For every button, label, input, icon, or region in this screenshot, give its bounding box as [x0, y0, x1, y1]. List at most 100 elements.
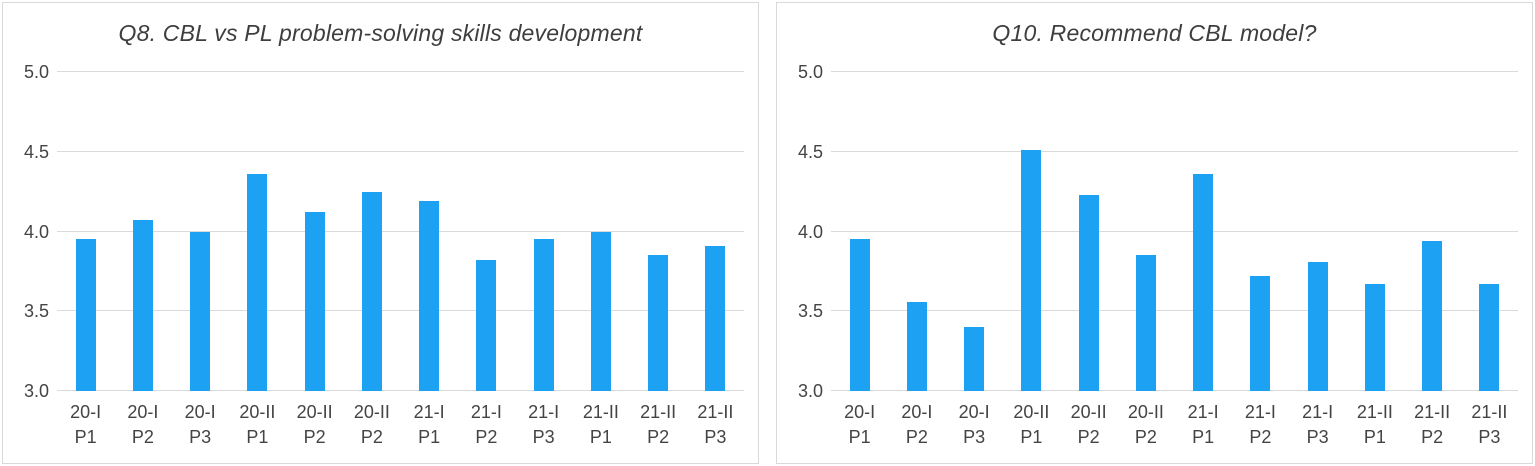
- chart-body-q10: 3.0 3.5 4.0 4.5 5.0: [777, 63, 1532, 400]
- bar-slot: [687, 72, 744, 391]
- chart-panel-q10: Q10. Recommend CBL model? 3.0 3.5 4.0 4.5 5.…: [776, 2, 1533, 464]
- x-tick-label: 20-II P1: [1013, 402, 1050, 448]
- gridline: [57, 310, 744, 312]
- bar-21-ii-p3: [705, 245, 726, 391]
- bar-slot: [1003, 72, 1060, 391]
- x-tick-label: 20-II P2: [353, 402, 390, 448]
- bar-21-i-p1: [419, 201, 440, 391]
- bar-21-ii-p2: [1422, 241, 1443, 391]
- x-axis: 20-I P1 20-I P2 20-I P3 20-II P1 20-II P2 20-II P2 2…: [57, 400, 744, 450]
- x-tick-label: 20-I P2: [127, 402, 159, 448]
- x-tick-label: 21-II P1: [582, 402, 619, 448]
- y-tick-label: 4.5: [23, 141, 49, 162]
- bar-21-i-p1: [1193, 174, 1214, 391]
- plot-area: [57, 71, 744, 391]
- gridline: [57, 230, 744, 232]
- x-tick-label: 20-I P3: [958, 402, 990, 448]
- bar-slot: [572, 72, 629, 391]
- y-tick-label: 5.0: [23, 62, 49, 82]
- bar-slot: [343, 72, 400, 391]
- bar-slot: [515, 72, 572, 391]
- bar-slot: [1175, 72, 1232, 391]
- bar-20-ii-p2: [361, 191, 382, 391]
- y-tick-label: 4.5: [797, 141, 823, 162]
- bar-slot: [57, 72, 114, 391]
- plot-area: [831, 71, 1518, 391]
- bar-20-ii-p2: [1135, 255, 1156, 391]
- y-tick-label: 4.0: [797, 221, 823, 242]
- bar-slot: [1117, 72, 1174, 391]
- gridline: [831, 150, 1518, 152]
- gridline: [831, 230, 1518, 232]
- y-tick-label: 3.0: [23, 381, 49, 401]
- x-tick-label: 20-I P1: [70, 402, 102, 448]
- bar-21-ii-p1: [590, 231, 611, 391]
- bar-slot: [401, 72, 458, 391]
- x-tick-label: 20-II P1: [239, 402, 276, 448]
- bar-slot: [172, 72, 229, 391]
- gridline: [57, 71, 744, 72]
- chart-title-q10: Q10. Recommend CBL model?: [992, 20, 1317, 46]
- x-tick-label: 21-II P2: [1414, 402, 1451, 448]
- bar-21-i-p3: [533, 239, 554, 391]
- gridline: [57, 150, 744, 152]
- chart-body-q8: 3.0 3.5 4.0 4.5 5.0: [3, 63, 758, 400]
- x-tick-label: 21-I P2: [1244, 402, 1276, 448]
- bar-slot: [1289, 72, 1346, 391]
- bar-20-i-p1: [75, 239, 96, 391]
- x-tick-label: 21-II P1: [1356, 402, 1393, 448]
- y-tick-label: 4.0: [23, 221, 49, 242]
- bar-slot: [114, 72, 171, 391]
- y-tick-label: 3.5: [797, 301, 823, 322]
- x-tick-label: 20-I P1: [844, 402, 876, 448]
- bar-slot: [1232, 72, 1289, 391]
- bar-21-i-p2: [1250, 276, 1271, 391]
- x-tick-label: 21-II P3: [1471, 402, 1508, 448]
- x-tick-label: 20-I P2: [901, 402, 933, 448]
- y-tick-label: 5.0: [797, 62, 823, 82]
- bar-slot: [1461, 72, 1518, 391]
- bar-slot: [286, 72, 343, 391]
- gridline: [831, 310, 1518, 312]
- x-tick-label: 21-I P1: [413, 402, 445, 448]
- bar-21-ii-p1: [1364, 284, 1385, 391]
- bar-slot: [888, 72, 945, 391]
- bars: [57, 72, 744, 391]
- x-tick-label: 21-I P3: [528, 402, 560, 448]
- x-tick-label: 20-II P2: [1127, 402, 1164, 448]
- x-tick-label: 21-II P3: [697, 402, 734, 448]
- x-axis: 20-I P1 20-I P2 20-I P3 20-II P1 20-II P2 20-II P2 2…: [831, 400, 1518, 450]
- bar-slot: [946, 72, 1003, 391]
- bar-slot: [1404, 72, 1461, 391]
- y-tick-label: 3.0: [797, 381, 823, 401]
- chart-panel-q8: Q8. CBL vs PL problem-solving skills dev…: [2, 2, 759, 464]
- bar-slot: [630, 72, 687, 391]
- bar-20-i-p1: [849, 239, 870, 391]
- x-tick-label: 21-I P3: [1302, 402, 1334, 448]
- bar-slot: [458, 72, 515, 391]
- bar-20-i-p2: [906, 301, 927, 391]
- y-tick-label: 3.5: [23, 301, 49, 322]
- gridline: [57, 390, 744, 391]
- y-axis: 3.0 3.5 4.0 4.5 5.0: [3, 63, 57, 400]
- chart-title-q8: Q8. CBL vs PL problem-solving skills dev…: [118, 20, 643, 46]
- bar-20-ii-p1: [1021, 150, 1042, 391]
- gridline: [831, 390, 1518, 391]
- bar-20-i-p3: [964, 327, 985, 391]
- bar-21-ii-p2: [648, 255, 669, 391]
- x-tick-label: 21-I P1: [1187, 402, 1219, 448]
- x-tick-label: 20-II P2: [1070, 402, 1107, 448]
- bar-20-i-p2: [132, 220, 153, 391]
- bar-20-ii-p1: [247, 174, 268, 391]
- gridline: [831, 71, 1518, 72]
- x-tick-label: 20-I P3: [184, 402, 216, 448]
- x-tick-label: 21-I P2: [470, 402, 502, 448]
- x-tick-label: 21-II P2: [640, 402, 677, 448]
- bar-20-ii-p2: [1078, 194, 1099, 391]
- bar-slot: [1060, 72, 1117, 391]
- bar-21-i-p3: [1307, 261, 1328, 391]
- bar-20-i-p3: [190, 231, 211, 391]
- bar-20-ii-p2: [304, 212, 325, 391]
- bar-slot: [229, 72, 286, 391]
- bar-21-ii-p3: [1479, 284, 1500, 391]
